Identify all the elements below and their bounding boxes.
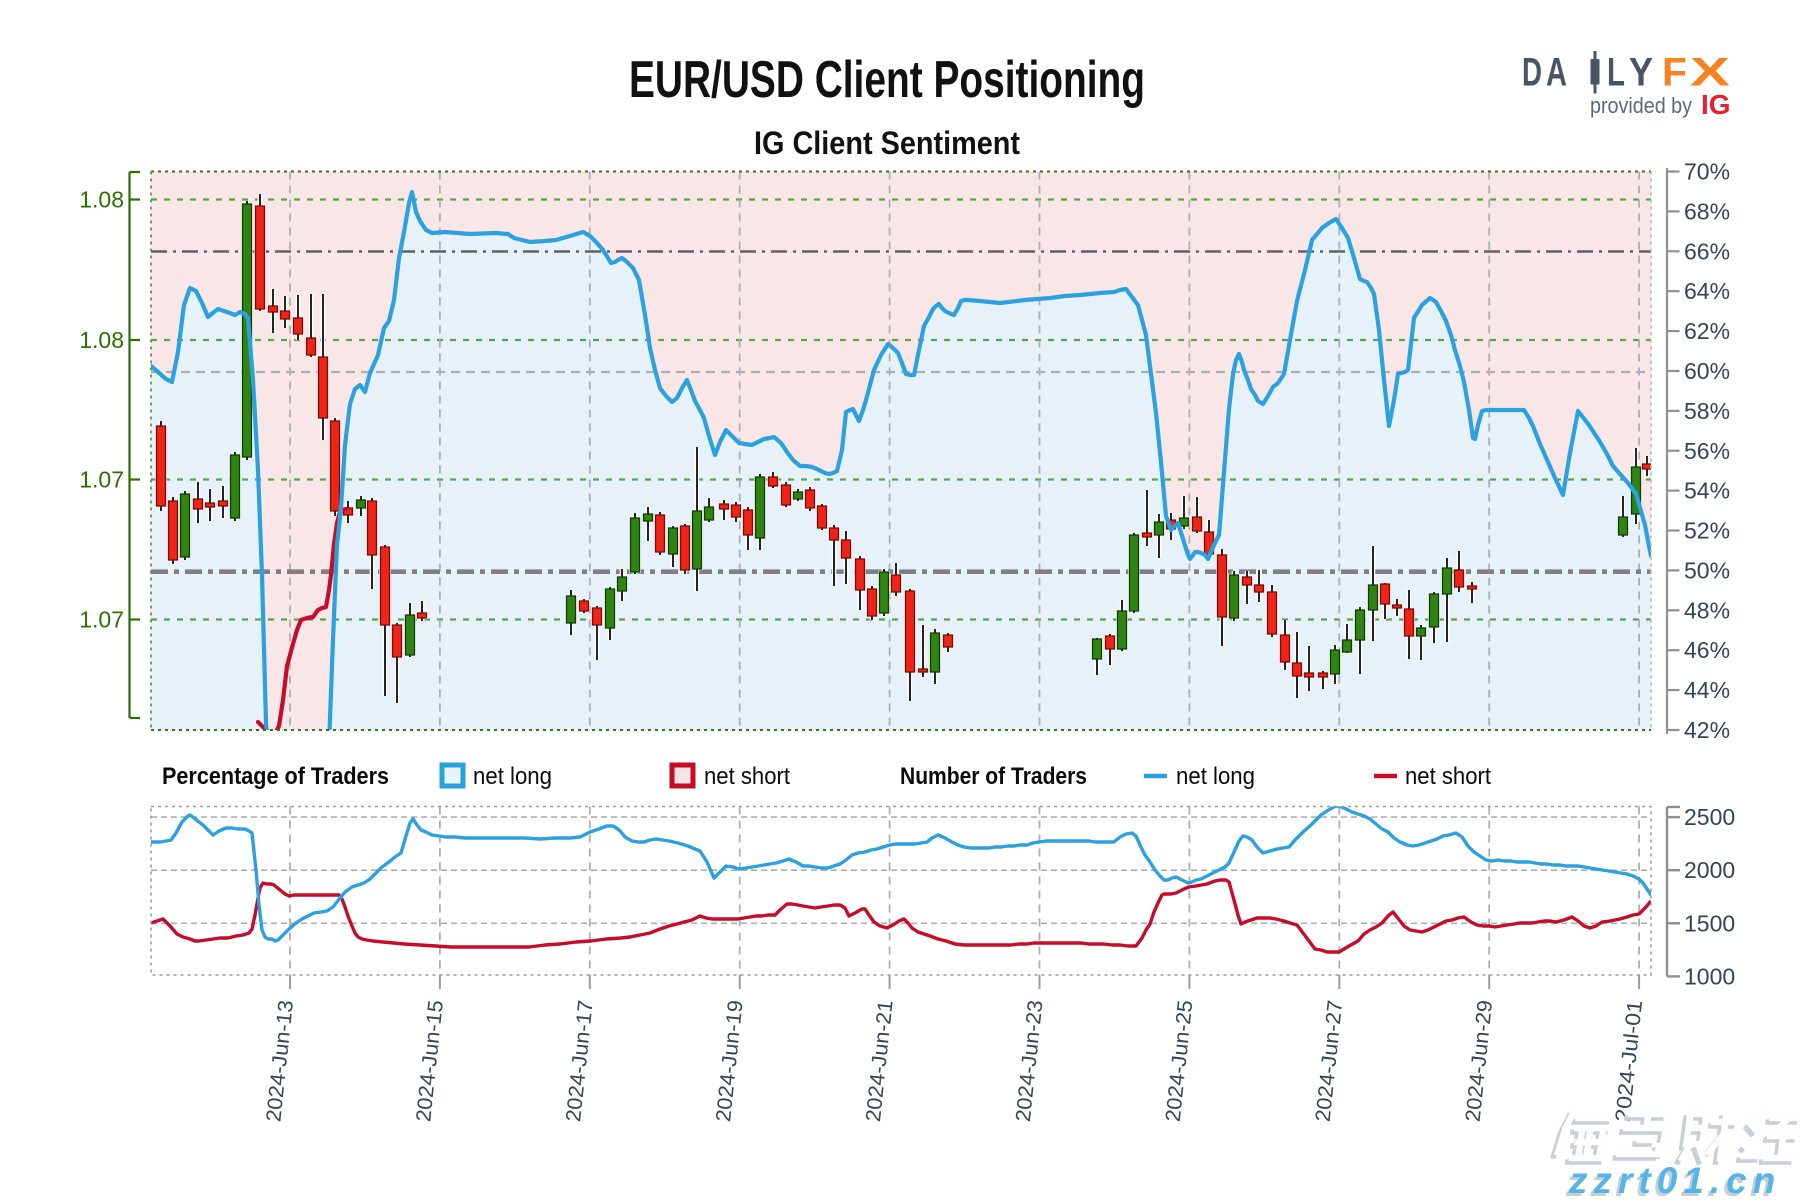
svg-text:46%: 46% <box>1684 637 1730 663</box>
svg-text:provided by: provided by <box>1590 93 1692 118</box>
svg-text:D: D <box>1522 51 1542 95</box>
svg-text:68%: 68% <box>1684 198 1730 224</box>
svg-text:2000: 2000 <box>1684 857 1735 883</box>
svg-text:net short: net short <box>704 763 790 790</box>
svg-text:50%: 50% <box>1684 557 1730 583</box>
svg-text:Number of Traders: Number of Traders <box>900 763 1087 790</box>
svg-text:EUR/USD Client Positioning: EUR/USD Client Positioning <box>629 51 1145 109</box>
svg-text:48%: 48% <box>1684 597 1730 623</box>
svg-text:1.08: 1.08 <box>79 187 124 213</box>
svg-text:44%: 44% <box>1684 677 1730 703</box>
svg-text:net long: net long <box>473 763 552 790</box>
svg-text:1.07: 1.07 <box>79 467 124 493</box>
svg-text:A: A <box>1546 51 1567 95</box>
svg-text:1.07: 1.07 <box>79 607 124 633</box>
svg-text:70%: 70% <box>1684 159 1730 185</box>
svg-text:IG Client Sentiment: IG Client Sentiment <box>754 125 1020 161</box>
svg-text:58%: 58% <box>1684 398 1730 424</box>
svg-text:52%: 52% <box>1684 518 1730 544</box>
svg-text:net long: net long <box>1176 763 1255 790</box>
svg-text:L: L <box>1607 51 1625 95</box>
svg-text:zzrt01.cn: zzrt01.cn <box>1568 1160 1781 1200</box>
svg-text:Percentage of Traders: Percentage of Traders <box>162 763 389 790</box>
svg-text:X: X <box>1690 51 1730 95</box>
svg-text:66%: 66% <box>1684 238 1730 264</box>
svg-text:Y: Y <box>1629 51 1653 95</box>
svg-text:1.08: 1.08 <box>79 327 124 353</box>
svg-text:54%: 54% <box>1684 478 1730 504</box>
svg-text:62%: 62% <box>1684 318 1730 344</box>
svg-text:IG: IG <box>1701 89 1731 120</box>
svg-text:42%: 42% <box>1684 717 1730 743</box>
svg-text:1000: 1000 <box>1684 963 1735 989</box>
svg-text:56%: 56% <box>1684 438 1730 464</box>
svg-text:F: F <box>1662 51 1687 95</box>
svg-text:2500: 2500 <box>1684 804 1735 830</box>
svg-text:60%: 60% <box>1684 358 1730 384</box>
svg-text:zzrt01.cn: zzrt01.cn <box>1565 1163 1778 1200</box>
svg-text:1500: 1500 <box>1684 910 1735 936</box>
svg-text:64%: 64% <box>1684 278 1730 304</box>
svg-text:net short: net short <box>1405 763 1491 790</box>
